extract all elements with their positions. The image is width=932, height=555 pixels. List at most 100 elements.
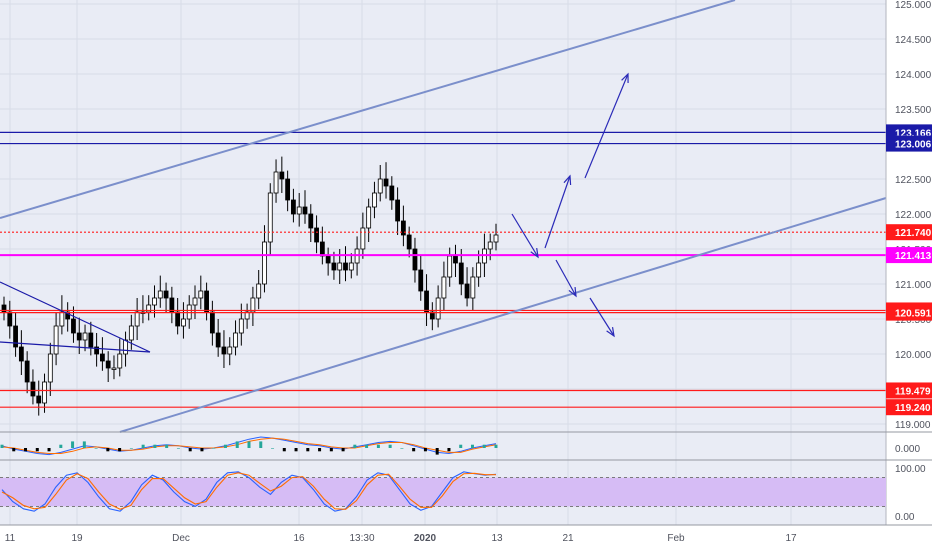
- candle-body: [18, 346, 24, 362]
- arrow-down-1: [511, 213, 539, 258]
- candle-body: [493, 234, 499, 243]
- macd-histogram-bar: [35, 448, 39, 452]
- macd-histogram-bar: [400, 448, 404, 449]
- price-tick-label: 121.000: [895, 280, 932, 291]
- time-tick-label: 21: [562, 533, 574, 544]
- time-tick-label: 17: [785, 533, 797, 544]
- price-tick-label: 125.000: [895, 0, 932, 11]
- candle-body: [65, 311, 71, 320]
- channel-lower-line: [119, 197, 887, 433]
- stoch-tick-label: 0.00: [895, 512, 915, 523]
- candle-body: [123, 339, 128, 355]
- candle-body: [76, 332, 82, 341]
- candle-body: [94, 346, 100, 355]
- candle-body: [487, 241, 493, 250]
- price-tick-label: 124.000: [895, 70, 932, 81]
- candle-body: [458, 262, 464, 285]
- macd-histogram-bar: [306, 448, 310, 452]
- candle-body: [389, 185, 395, 201]
- candle-body: [418, 269, 424, 292]
- candle-body: [308, 213, 314, 229]
- price-label-tag: [886, 304, 932, 321]
- candle-body: [105, 360, 111, 369]
- candle-body: [291, 199, 296, 215]
- price-label-tag: [886, 247, 932, 264]
- macd-histogram-bar: [353, 444, 357, 448]
- candle-body: [53, 325, 59, 355]
- macd-histogram-bar: [294, 448, 298, 452]
- candle-body: [348, 262, 354, 271]
- candle-body: [244, 311, 250, 320]
- price-tick-label: 119.000: [895, 420, 931, 431]
- arrow-up-1: [544, 175, 571, 249]
- candle-body: [377, 178, 383, 194]
- candle-body: [285, 178, 291, 201]
- candle-body: [279, 171, 285, 180]
- candle-body: [262, 241, 267, 285]
- trendline-down: [0, 281, 151, 353]
- candle-body: [331, 262, 337, 271]
- macd-histogram-bar: [24, 448, 28, 452]
- candle-body: [169, 297, 175, 313]
- candle-body: [71, 318, 76, 334]
- time-tick-label: 13:30: [349, 533, 374, 544]
- price-tick-label: 122.500: [895, 175, 932, 186]
- price-label-tag: [886, 224, 932, 241]
- time-tick-label: Feb: [667, 533, 685, 544]
- price-label-text: 123.006: [895, 140, 932, 151]
- macd-histogram-bar: [235, 441, 239, 448]
- stoch-k-line: [1, 471, 497, 512]
- candle-body: [366, 206, 372, 229]
- time-tick-label: 2020: [414, 533, 437, 544]
- candle-body: [233, 332, 238, 348]
- time-tick-label: 13: [491, 533, 503, 544]
- candle-body: [59, 311, 65, 327]
- candle-body: [406, 234, 412, 250]
- candle-body: [117, 353, 123, 369]
- candle-body: [186, 304, 192, 320]
- candle-body: [412, 248, 418, 271]
- candle-body: [395, 199, 401, 222]
- candle-body: [372, 192, 377, 208]
- candle-body: [13, 325, 18, 348]
- macd-histogram-bar: [412, 448, 416, 452]
- macd-histogram-bar: [329, 448, 333, 452]
- macd-histogram-bar: [153, 444, 157, 448]
- arrow-down-2: [555, 259, 577, 297]
- macd-histogram-bar: [212, 448, 216, 449]
- candle-body: [250, 297, 256, 313]
- candle-body: [30, 381, 36, 397]
- plot-background: [0, 0, 886, 525]
- candle-body: [325, 255, 331, 264]
- candle-body: [134, 311, 140, 327]
- price-label-text: 123.166: [895, 128, 932, 139]
- arrow-up-2-head: [621, 72, 629, 84]
- macd-histogram-bar: [388, 444, 392, 448]
- candle-body: [424, 290, 429, 313]
- macd-histogram-bar: [118, 448, 122, 452]
- macd-histogram-bar: [176, 448, 180, 449]
- candle-body: [221, 346, 227, 355]
- candle-body: [175, 311, 181, 327]
- candle-body: [227, 346, 233, 355]
- arrow-up-1-head: [563, 174, 572, 186]
- price-tick-label: 124.500: [895, 35, 932, 46]
- macd-histogram-bar: [94, 448, 98, 449]
- macd-histogram-bar: [188, 448, 192, 452]
- macd-histogram-bar: [106, 448, 110, 452]
- time-tick-label: 11: [5, 533, 16, 544]
- candle-body: [152, 297, 157, 306]
- candle-body: [204, 290, 209, 313]
- price-tick-label: 123.500: [895, 105, 932, 116]
- candle-body: [400, 220, 406, 236]
- price-tick-label: 122.000: [895, 210, 932, 221]
- trendline-flat: [0, 341, 151, 353]
- time-tick-label: 16: [293, 533, 305, 544]
- candle-body: [157, 290, 163, 299]
- macd-histogram-bar: [141, 444, 145, 448]
- candle-body: [1, 304, 7, 313]
- channel-upper-line: [0, 0, 736, 219]
- macd-histogram-bar: [435, 448, 439, 455]
